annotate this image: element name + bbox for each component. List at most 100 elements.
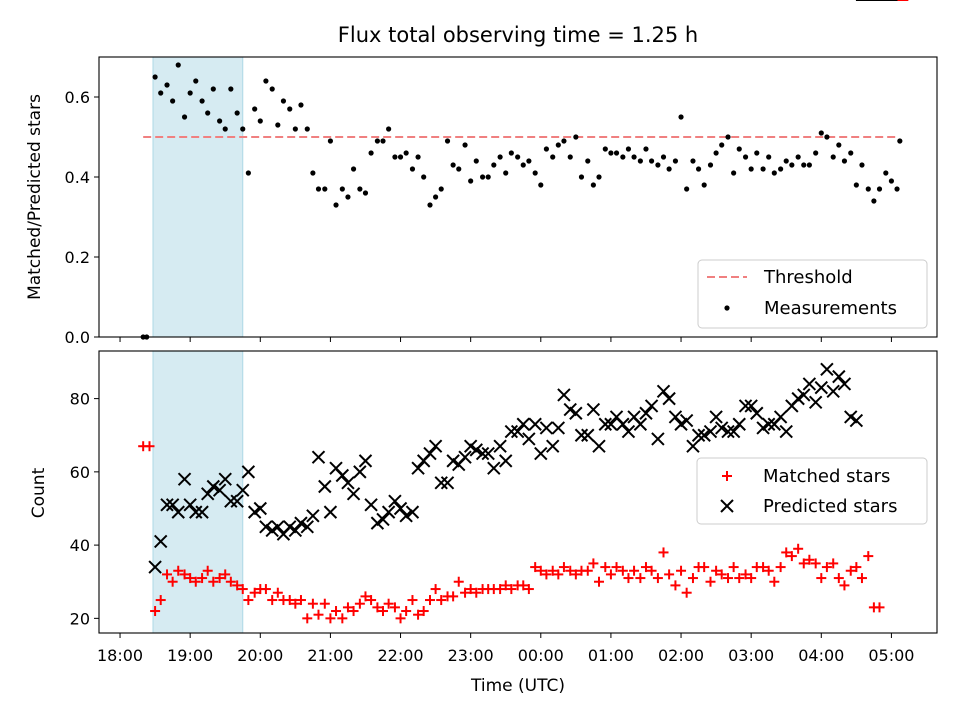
measurement-point	[660, 154, 667, 160]
predicted-star-marker	[604, 417, 618, 431]
matched-star-marker	[389, 602, 400, 613]
measurement-point	[567, 154, 573, 160]
measurement-point	[836, 142, 842, 148]
bottom-y-tick-label: 40	[70, 536, 90, 555]
matched-star-marker	[337, 613, 348, 624]
predicted-star-marker	[732, 417, 746, 431]
matched-star-marker	[793, 543, 804, 554]
matched-star-marker	[348, 606, 359, 617]
measurement-point	[813, 150, 819, 156]
matched-star-marker	[378, 606, 389, 617]
matched-star-marker	[652, 573, 663, 584]
predicted-star-marker	[773, 410, 788, 424]
measurement-point	[701, 182, 707, 188]
measurement-point	[222, 126, 228, 132]
measurement-point	[252, 106, 258, 112]
matched-star-marker	[874, 602, 885, 613]
measurement-point	[374, 138, 380, 144]
matched-star-marker	[523, 584, 534, 595]
matched-star-marker	[150, 606, 161, 617]
measurement-point	[380, 138, 386, 144]
predicted-star-marker	[411, 461, 425, 475]
predicted-star-marker	[458, 450, 472, 464]
predicted-star-marker	[230, 494, 244, 508]
measurement-point	[532, 170, 538, 176]
measurement-point	[152, 74, 158, 80]
matched-star-marker	[471, 587, 482, 598]
measurement-point	[175, 62, 181, 68]
predicted-star-marker	[534, 446, 548, 461]
measurement-point	[263, 78, 269, 84]
predicted-star-marker	[428, 439, 443, 453]
matched-star-marker	[325, 613, 336, 624]
predicted-star-marker	[761, 417, 776, 431]
measurement-point	[748, 166, 754, 172]
matched-star-marker	[582, 565, 593, 576]
matched-star-marker	[307, 598, 318, 609]
measurement-point	[894, 186, 900, 192]
measurement-point	[310, 170, 316, 176]
matched-star-marker	[588, 558, 599, 569]
measurement-point	[719, 142, 725, 148]
matched-star-marker	[763, 565, 774, 576]
matched-star-marker	[144, 441, 155, 452]
predicted-star-marker	[271, 520, 285, 534]
predicted-star-marker	[633, 417, 648, 431]
matched-star-marker	[214, 573, 225, 584]
x-tick-label: 21:00	[307, 646, 353, 665]
measurement-point	[550, 154, 556, 160]
matched-star-marker	[716, 569, 727, 580]
matched-star-marker	[711, 565, 722, 576]
matched-star-marker	[372, 602, 383, 613]
predicted-star-marker	[241, 465, 256, 479]
matched-star-marker	[272, 587, 283, 598]
matched-star-marker	[623, 573, 634, 584]
matched-star-marker	[547, 565, 558, 576]
matched-star-marker	[518, 580, 529, 591]
matched-star-marker	[565, 565, 576, 576]
measurement-point	[707, 162, 714, 168]
measurement-point	[468, 178, 474, 184]
matched-star-marker	[775, 562, 786, 573]
matched-star-marker	[354, 598, 365, 609]
bottom-panel-frame	[98, 350, 938, 634]
matched-star-marker	[243, 595, 254, 606]
predicted-star-marker	[376, 512, 390, 527]
matched-star-marker	[851, 562, 862, 573]
matched-star-marker	[465, 584, 476, 595]
measurement-point	[841, 158, 848, 164]
predicted-star-marker	[598, 417, 613, 431]
matched-star-marker	[460, 587, 471, 598]
measurement-point	[613, 150, 620, 156]
measurement-point	[859, 162, 865, 168]
measurement-point	[578, 174, 585, 180]
measurement-point	[690, 158, 696, 164]
predicted-star-marker	[797, 388, 811, 402]
measurement-point	[760, 166, 766, 172]
matched-legend-label: Matched stars	[763, 466, 890, 487]
measurement-point	[853, 182, 859, 188]
predicted-star-marker	[849, 413, 864, 428]
matched-star-marker	[705, 576, 716, 587]
predicted-star-marker	[826, 384, 840, 398]
measurement-point	[292, 126, 298, 132]
measurement-point	[713, 150, 719, 156]
predicted-star-marker	[423, 446, 437, 461]
predicted-star-marker	[189, 505, 203, 519]
measurement-point	[561, 138, 567, 144]
matched-star-marker	[500, 580, 511, 591]
predicted-star-marker	[715, 421, 729, 435]
predicted-legend-label: Predicted stars	[763, 496, 897, 517]
measurement-point	[275, 122, 281, 128]
matched-star-marker	[676, 565, 687, 576]
chart-title: Flux total observing time = 1.25 h	[338, 23, 698, 47]
measurement-point	[368, 150, 374, 156]
measurement-point	[397, 154, 404, 160]
measurement-point	[620, 154, 626, 160]
measurement-point	[333, 202, 339, 208]
predicted-star-marker	[259, 520, 273, 534]
predicted-star-marker	[212, 483, 227, 497]
predicted-star-marker	[288, 523, 303, 538]
matched-star-marker	[746, 573, 757, 584]
predicted-star-marker	[616, 417, 630, 431]
